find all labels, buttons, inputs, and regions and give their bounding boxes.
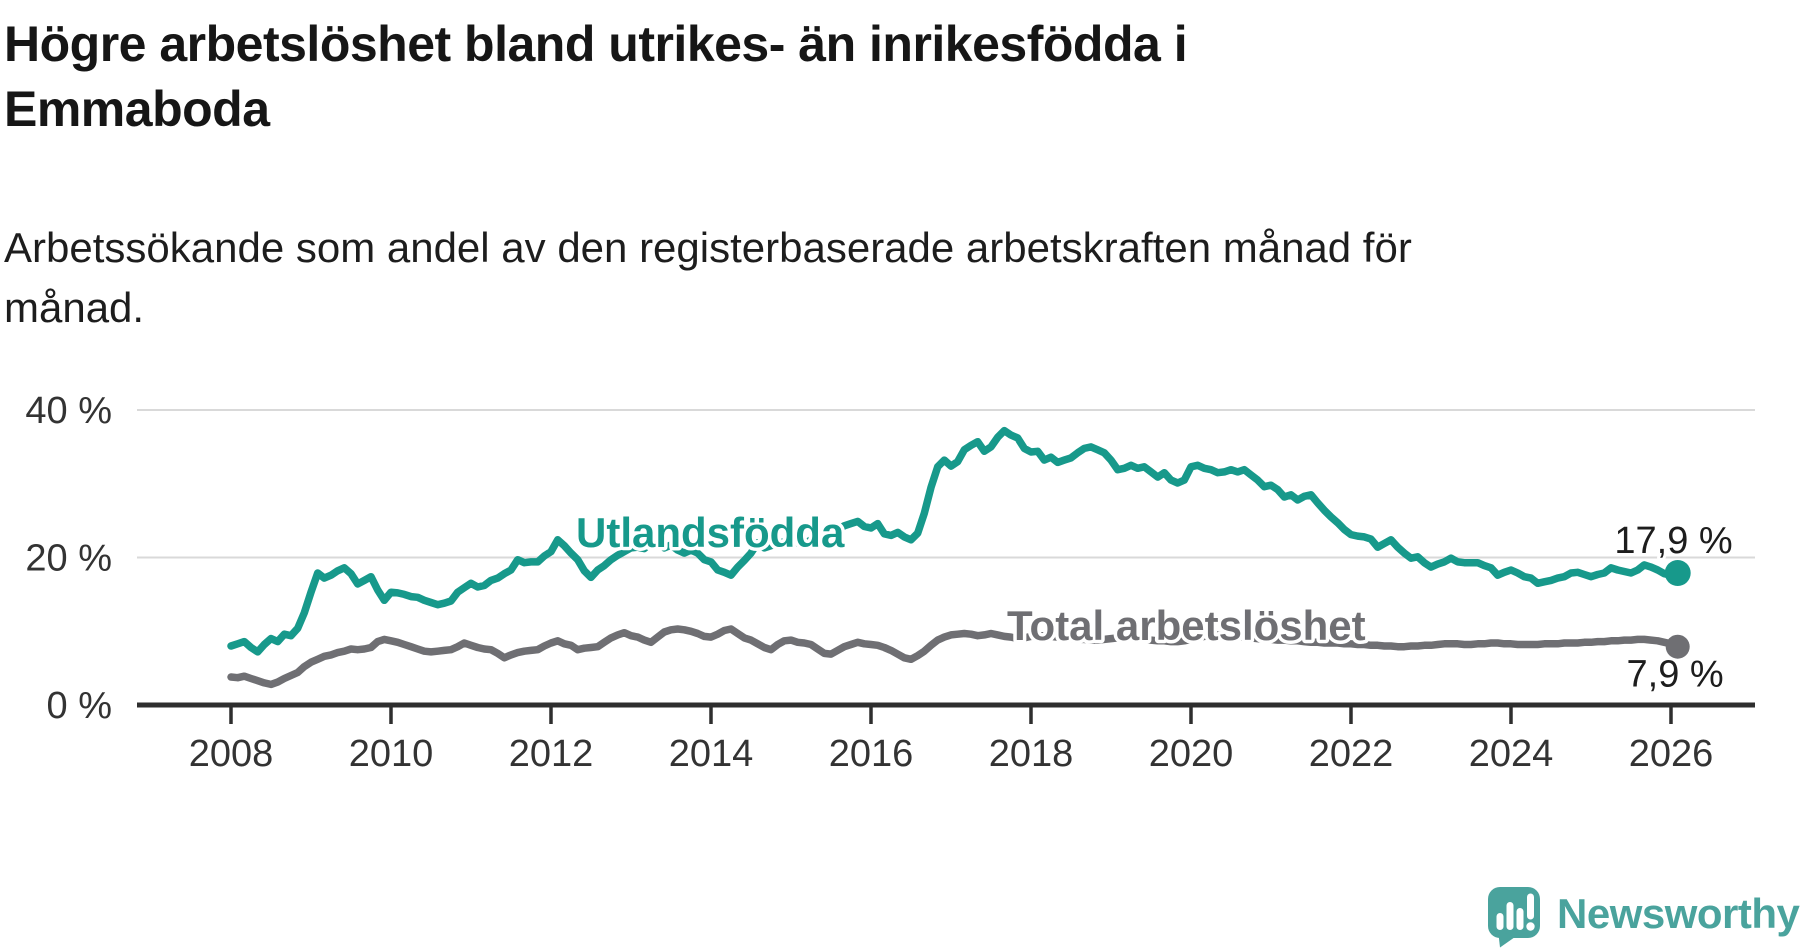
brand-name: Newsworthy	[1557, 890, 1800, 937]
x-tick-label-2016: 2016	[829, 733, 914, 775]
series-utlandsfodda-label: Utlandsfödda	[576, 509, 845, 556]
logo-bubble-tail	[1498, 929, 1515, 947]
series-total-label: Total arbetslöshet	[1007, 602, 1366, 649]
series-utlandsfodda-path	[227, 426, 1682, 656]
brand-footer: Newsworthy	[1488, 886, 1800, 948]
y-axis-labels: 0 % 20 % 40 %	[25, 390, 112, 727]
series-lines	[227, 426, 1682, 689]
x-axis: 2008 2010 2012 2014 2016 2018 2020 2022 2024 2026	[137, 702, 1755, 775]
x-tick-label-2008: 2008	[189, 733, 274, 775]
x-tick-label-2018: 2018	[989, 733, 1074, 775]
series-annotations: Utlandsfödda 17,9 % Total arbetslöshet 7,9 …	[573, 506, 1736, 699]
x-tick-label-2020: 2020	[1149, 733, 1234, 775]
series-utlandsfodda-endpoint-dot	[1664, 560, 1691, 586]
series-total-end-value-label: 7,9 %	[1627, 654, 1724, 696]
x-tick-label-2026: 2026	[1629, 733, 1714, 775]
page-title: Högre arbetslöshet bland utrikes- än inr…	[4, 16, 1188, 137]
x-tick-label-2024: 2024	[1469, 733, 1554, 775]
y-tick-label-0: 0 %	[47, 685, 112, 727]
series-utlandsfodda-end-value-label: 17,9 %	[1614, 520, 1732, 562]
x-tick-label-2014: 2014	[669, 733, 754, 775]
x-tick-label-2012: 2012	[509, 733, 594, 775]
logo-bar-chart-glyph	[1496, 893, 1535, 931]
y-tick-label-20: 20 %	[25, 538, 112, 580]
gridlines	[137, 409, 1755, 559]
page-subtitle: Arbetssökande som andel av den registerb…	[4, 224, 1412, 331]
series-total-path	[227, 625, 1682, 689]
x-tick-label-2022: 2022	[1309, 733, 1394, 775]
series-total-endpoint-dot	[1665, 634, 1690, 659]
y-tick-label-40: 40 %	[25, 390, 112, 432]
newsworthy-logo-icon	[1488, 886, 1540, 947]
x-tick-label-2010: 2010	[349, 733, 434, 775]
